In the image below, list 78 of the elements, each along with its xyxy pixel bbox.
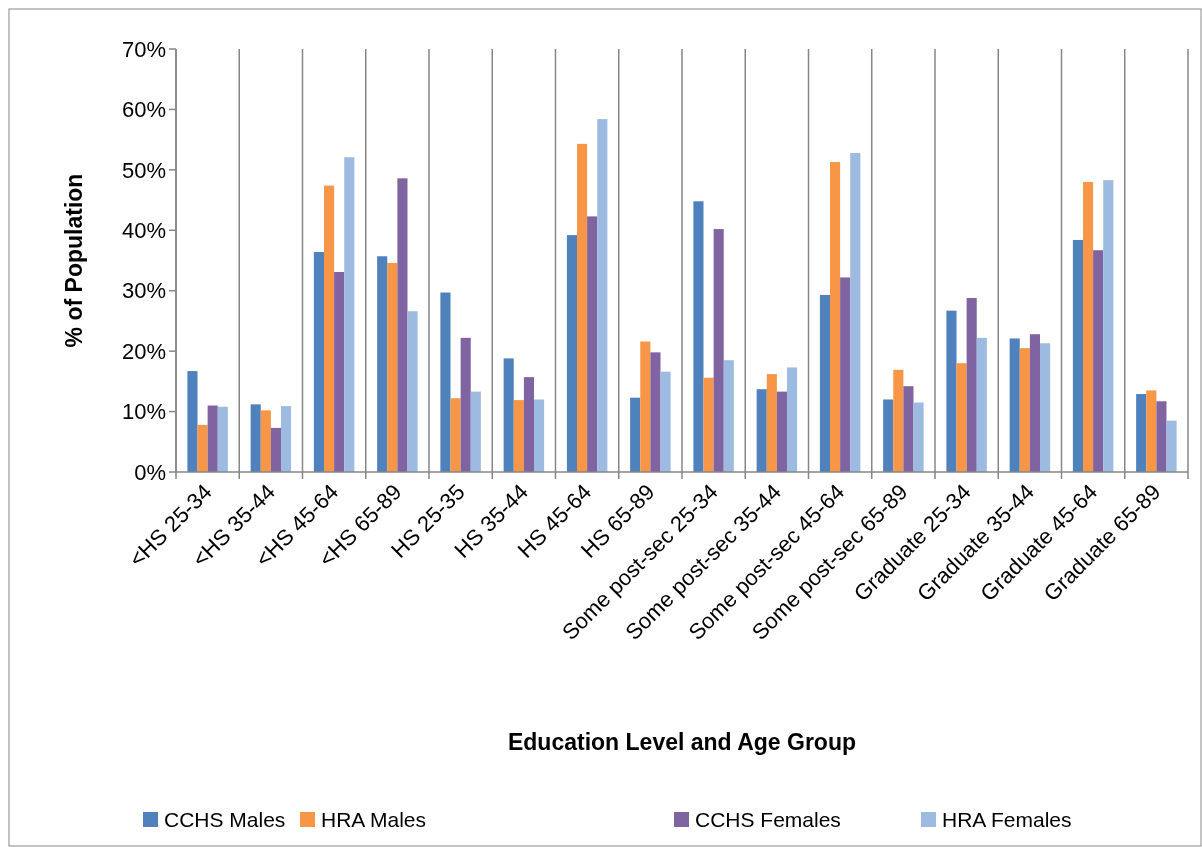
- bar: [713, 229, 724, 472]
- bar: [787, 367, 798, 472]
- bar: [1019, 348, 1030, 472]
- y-tick-label: 30%: [121, 278, 166, 304]
- bar: [377, 256, 388, 472]
- bar: [217, 406, 228, 472]
- bar: [660, 371, 671, 472]
- bar: [503, 358, 514, 472]
- bar: [523, 377, 534, 472]
- bar: [313, 252, 325, 472]
- bar: [281, 406, 292, 472]
- bar: [840, 277, 851, 472]
- bar: [1029, 334, 1040, 472]
- bar: [756, 389, 767, 472]
- bar: [850, 152, 861, 472]
- bar: [470, 391, 481, 472]
- bar: [630, 397, 641, 472]
- y-tick-label: 40%: [121, 217, 166, 243]
- bar: [207, 405, 218, 472]
- legend-label: HRA Males: [321, 808, 427, 832]
- bar: [1039, 343, 1051, 472]
- bar: [534, 399, 545, 472]
- bar: [1146, 390, 1157, 472]
- bar: [344, 157, 355, 472]
- bar: [966, 297, 977, 472]
- bar: [597, 119, 608, 472]
- bar: [693, 201, 704, 472]
- bar: [883, 399, 894, 472]
- bar: [440, 292, 451, 472]
- bar: [830, 162, 841, 472]
- bar: [397, 178, 408, 472]
- bar: [776, 391, 787, 472]
- bar: [1156, 401, 1167, 472]
- y-tick-label: 50%: [121, 157, 166, 183]
- bar: [1166, 420, 1177, 472]
- bar: [387, 262, 398, 472]
- bar: [1009, 338, 1020, 472]
- bar: [893, 369, 904, 472]
- x-axis-title: Education Level and Age Group: [507, 729, 857, 755]
- bar: [187, 371, 198, 472]
- bar: [703, 377, 714, 472]
- bar: [587, 216, 598, 472]
- bar: [640, 341, 651, 472]
- bar: [250, 404, 261, 472]
- bar: [1072, 239, 1084, 472]
- bar: [334, 271, 345, 472]
- bar: [566, 235, 578, 472]
- bar: [946, 310, 957, 472]
- bar: [1136, 394, 1147, 472]
- bar: [513, 400, 524, 472]
- bar: [450, 398, 461, 472]
- bar: [1093, 250, 1104, 472]
- y-tick-label: 0%: [134, 459, 166, 485]
- bar: [650, 352, 661, 472]
- bar: [260, 410, 271, 472]
- y-tick-label: 60%: [121, 97, 166, 123]
- legend-label: CCHS Males: [164, 808, 286, 832]
- y-axis-title: % of Population: [61, 173, 87, 348]
- y-tick-label: 20%: [121, 338, 166, 364]
- bar: [913, 402, 924, 472]
- bar: [956, 363, 967, 472]
- legend-label: CCHS Females: [695, 808, 841, 832]
- bar: [577, 143, 588, 472]
- bar: [976, 337, 987, 472]
- bar: [1103, 180, 1114, 472]
- bar: [324, 185, 335, 472]
- bar: [270, 427, 281, 472]
- y-tick-label: 10%: [121, 399, 166, 425]
- bar: [903, 386, 914, 472]
- y-tick-label: 70%: [121, 36, 166, 62]
- bar: [819, 294, 831, 472]
- bar: [197, 424, 208, 472]
- bar: [766, 374, 777, 472]
- bar: [723, 360, 734, 472]
- bar: [1083, 181, 1094, 472]
- legend-label: HRA Females: [942, 808, 1072, 832]
- bar: [407, 311, 418, 472]
- bar: [460, 337, 471, 472]
